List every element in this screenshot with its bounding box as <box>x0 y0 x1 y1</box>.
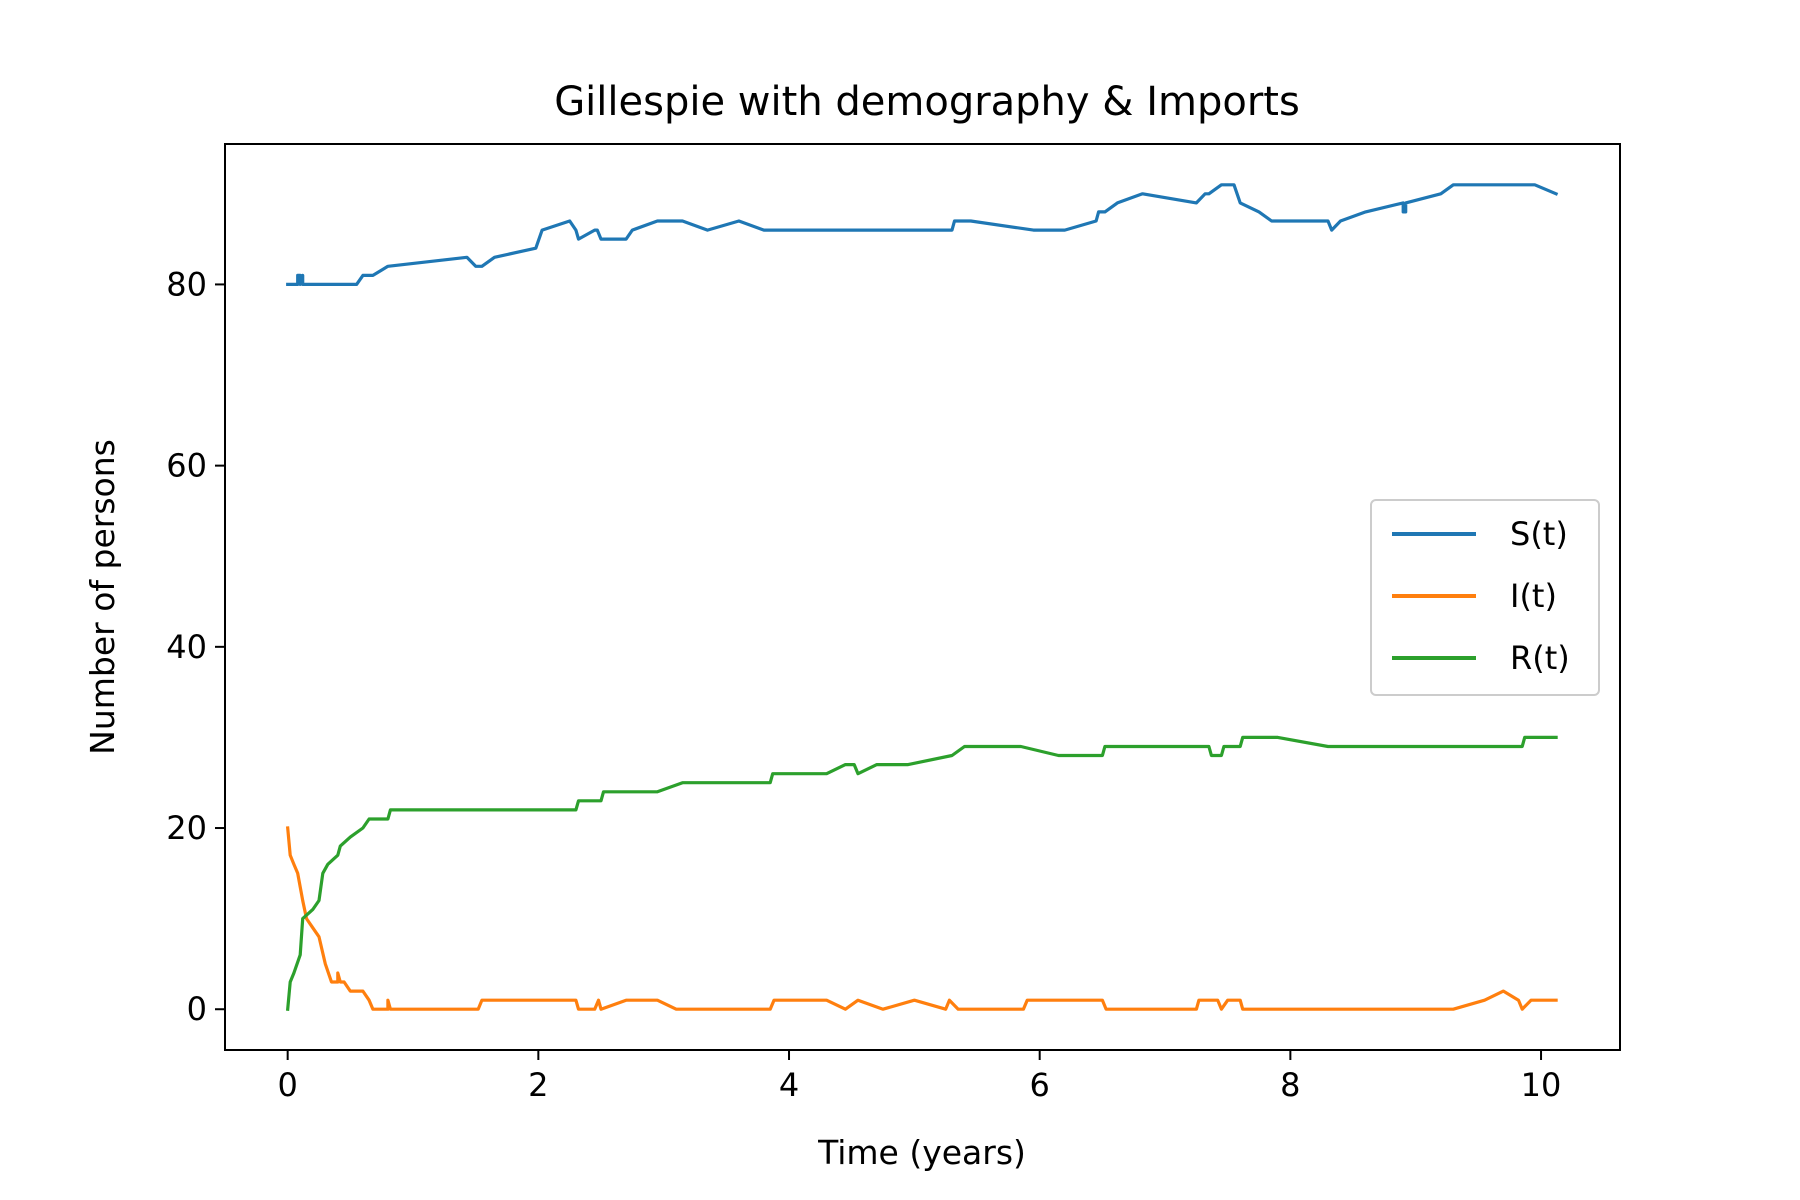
legend-entries: S(t) I(t) R(t) <box>1392 515 1570 677</box>
legend: S(t) I(t) R(t) <box>1370 499 1600 696</box>
legend-label-1: S(t) <box>1510 515 1568 553</box>
y-tick-label: 60 <box>166 447 207 485</box>
series-line-3 <box>285 735 1558 1011</box>
series-line-1 <box>286 183 1559 286</box>
x-tick-label: 2 <box>528 1066 548 1104</box>
legend-label-3: R(t) <box>1510 639 1570 677</box>
x-axis-ticks: 0 2 4 6 8 10 <box>277 1050 1561 1104</box>
x-axis-label: Time (years) <box>817 1133 1026 1172</box>
y-tick-label: 0 <box>187 990 207 1028</box>
chart-title: Gillespie with demography & Imports <box>554 79 1300 125</box>
y-tick-label: 40 <box>166 628 207 666</box>
y-tick-label: 20 <box>166 809 207 847</box>
x-tick-label: 4 <box>779 1066 799 1104</box>
y-axis-ticks: 0 20 40 60 80 <box>166 265 225 1028</box>
series-layer <box>285 183 1559 1011</box>
y-axis-label: Number of persons <box>83 439 122 755</box>
series-line-2 <box>285 826 1558 1011</box>
x-tick-label: 6 <box>1030 1066 1050 1104</box>
x-tick-label: 8 <box>1280 1066 1300 1104</box>
x-tick-label: 10 <box>1521 1066 1562 1104</box>
x-tick-label: 0 <box>277 1066 297 1104</box>
legend-label-2: I(t) <box>1510 577 1557 615</box>
legend-box <box>1370 499 1600 696</box>
y-tick-label: 80 <box>166 265 207 303</box>
